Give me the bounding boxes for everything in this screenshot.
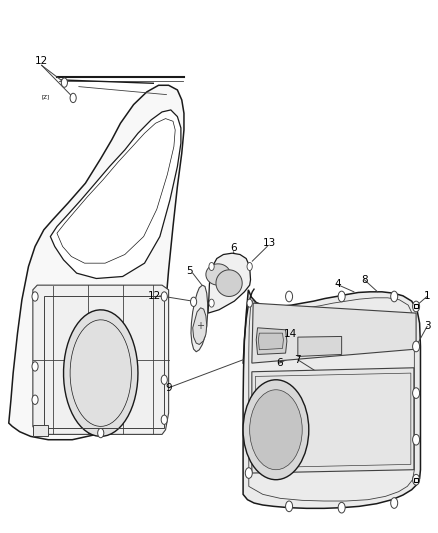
Text: 7: 7 [294,355,301,365]
Circle shape [70,93,76,102]
Text: 12: 12 [148,292,161,302]
Text: [Z]: [Z] [42,94,50,99]
Polygon shape [206,264,230,285]
Polygon shape [298,336,342,357]
Text: 3: 3 [424,321,431,332]
Circle shape [413,434,420,445]
Text: 14: 14 [283,329,297,340]
Polygon shape [258,333,283,350]
Circle shape [32,395,38,405]
Circle shape [161,292,167,301]
Circle shape [61,78,67,87]
Polygon shape [193,308,207,344]
Circle shape [161,375,167,384]
Circle shape [413,341,420,352]
Circle shape [250,390,302,470]
Circle shape [209,299,214,307]
Text: 12: 12 [35,56,48,66]
Circle shape [98,429,104,438]
Polygon shape [50,110,181,278]
Circle shape [191,297,197,306]
Polygon shape [33,285,169,434]
Circle shape [161,415,167,424]
Polygon shape [216,270,242,296]
Polygon shape [9,85,184,440]
Text: 5: 5 [186,266,193,276]
Circle shape [245,468,252,479]
Polygon shape [252,303,416,363]
Circle shape [32,292,38,301]
Circle shape [391,291,398,302]
Polygon shape [208,253,251,313]
Polygon shape [64,310,138,437]
Text: 6: 6 [230,243,237,253]
Text: 1: 1 [424,292,431,302]
Circle shape [32,362,38,371]
Circle shape [338,291,345,302]
Text: 8: 8 [361,275,368,285]
Text: +: + [196,321,204,332]
Circle shape [413,301,420,312]
Polygon shape [191,285,208,352]
Polygon shape [33,425,48,437]
Circle shape [413,474,420,485]
Text: 4: 4 [334,279,341,289]
Circle shape [247,263,252,271]
Polygon shape [252,368,414,473]
Circle shape [286,501,293,512]
Circle shape [243,379,309,480]
Circle shape [247,299,252,307]
Text: 9: 9 [165,383,172,393]
Polygon shape [243,290,420,508]
Circle shape [391,498,398,508]
Text: 13: 13 [263,238,276,248]
Text: 6: 6 [276,358,283,368]
Circle shape [413,388,420,399]
Circle shape [286,291,293,302]
Polygon shape [256,328,287,354]
Circle shape [338,502,345,513]
Circle shape [209,263,214,271]
